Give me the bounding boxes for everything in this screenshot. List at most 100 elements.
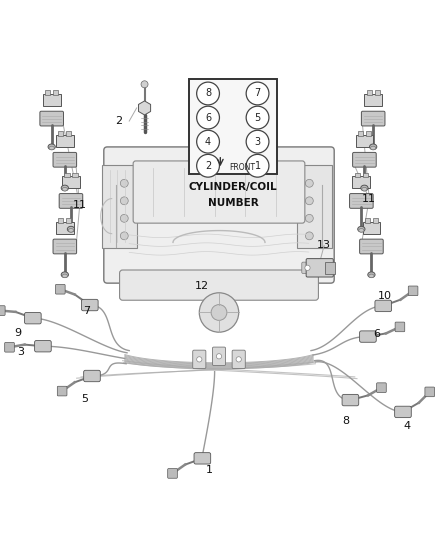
FancyBboxPatch shape [365,218,370,223]
FancyBboxPatch shape [350,196,357,206]
FancyBboxPatch shape [193,350,206,368]
FancyBboxPatch shape [353,155,360,165]
FancyBboxPatch shape [25,312,41,324]
FancyBboxPatch shape [363,222,380,234]
Ellipse shape [49,146,54,150]
Text: 5: 5 [254,112,261,123]
FancyBboxPatch shape [133,161,305,223]
FancyBboxPatch shape [425,387,434,397]
FancyBboxPatch shape [364,94,382,106]
FancyBboxPatch shape [104,147,334,283]
Ellipse shape [61,185,68,191]
FancyBboxPatch shape [56,222,74,234]
Circle shape [305,197,313,205]
FancyBboxPatch shape [378,114,385,124]
FancyBboxPatch shape [120,270,318,300]
FancyBboxPatch shape [376,241,383,252]
FancyBboxPatch shape [102,165,137,248]
FancyBboxPatch shape [58,218,64,223]
FancyBboxPatch shape [81,300,98,311]
Circle shape [197,106,219,129]
FancyBboxPatch shape [369,155,376,165]
Text: 13: 13 [317,240,331,251]
Text: 8: 8 [205,88,211,99]
FancyBboxPatch shape [395,322,405,332]
FancyBboxPatch shape [353,152,376,167]
FancyBboxPatch shape [0,306,5,316]
FancyBboxPatch shape [43,94,60,106]
Text: 11: 11 [362,193,376,204]
FancyBboxPatch shape [60,196,66,206]
Ellipse shape [371,146,376,150]
FancyBboxPatch shape [355,173,360,177]
Circle shape [246,82,269,105]
FancyBboxPatch shape [306,259,333,277]
FancyBboxPatch shape [58,131,64,136]
FancyBboxPatch shape [356,135,373,147]
Ellipse shape [362,188,367,191]
Text: 4: 4 [205,136,211,147]
Text: 1: 1 [206,465,213,475]
Polygon shape [138,101,151,115]
Text: 11: 11 [73,200,87,210]
Text: 7: 7 [254,88,261,99]
FancyBboxPatch shape [366,196,373,206]
Text: 3: 3 [18,347,25,357]
FancyBboxPatch shape [408,286,418,296]
FancyBboxPatch shape [40,114,47,124]
Circle shape [141,81,148,88]
Ellipse shape [61,272,68,278]
Text: 9: 9 [14,328,21,338]
FancyBboxPatch shape [66,218,71,223]
FancyBboxPatch shape [377,383,386,392]
FancyBboxPatch shape [59,193,83,208]
Circle shape [120,232,128,240]
FancyBboxPatch shape [70,155,76,165]
Circle shape [246,155,269,177]
FancyBboxPatch shape [363,173,368,177]
Circle shape [199,293,239,332]
Ellipse shape [370,144,377,150]
Circle shape [197,155,219,177]
Ellipse shape [361,185,368,191]
FancyBboxPatch shape [375,300,392,312]
Circle shape [305,265,310,270]
FancyBboxPatch shape [358,131,363,136]
FancyBboxPatch shape [360,331,376,342]
FancyBboxPatch shape [53,241,60,252]
FancyBboxPatch shape [350,193,373,208]
FancyBboxPatch shape [361,111,385,126]
Ellipse shape [359,229,364,232]
Circle shape [305,214,313,222]
FancyBboxPatch shape [72,173,78,177]
Ellipse shape [67,227,74,232]
FancyBboxPatch shape [373,218,378,223]
FancyBboxPatch shape [56,135,74,147]
Circle shape [197,357,202,362]
FancyBboxPatch shape [56,285,65,294]
FancyBboxPatch shape [395,406,411,418]
Ellipse shape [368,272,375,278]
FancyBboxPatch shape [189,79,277,174]
Text: CYLINDER/COIL: CYLINDER/COIL [189,182,278,192]
FancyBboxPatch shape [40,111,64,126]
Text: FRONT: FRONT [230,164,255,173]
FancyBboxPatch shape [53,155,60,165]
FancyBboxPatch shape [232,350,245,368]
Ellipse shape [369,274,374,278]
FancyBboxPatch shape [53,239,77,254]
Text: 3: 3 [254,136,261,147]
Ellipse shape [62,188,67,191]
Text: 10: 10 [378,291,392,301]
FancyBboxPatch shape [57,114,63,124]
FancyBboxPatch shape [302,262,313,273]
Text: 6: 6 [373,329,380,340]
FancyBboxPatch shape [362,114,368,124]
Circle shape [246,106,269,129]
FancyBboxPatch shape [64,173,70,177]
FancyBboxPatch shape [66,131,71,136]
Text: 2: 2 [205,161,211,171]
Circle shape [305,232,313,240]
Circle shape [305,179,313,187]
Text: 4: 4 [404,421,411,431]
